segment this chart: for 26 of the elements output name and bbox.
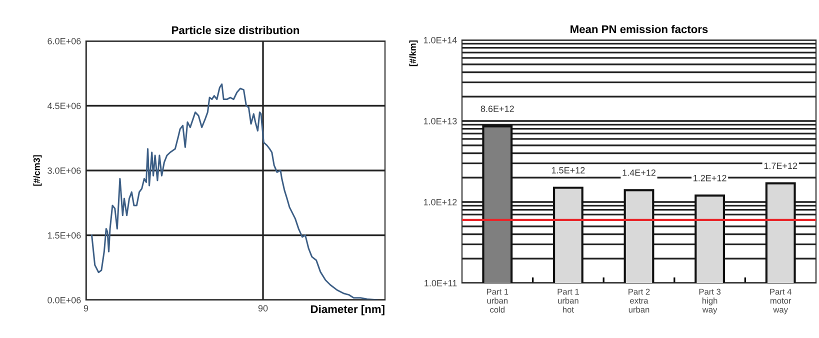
y-tick-label: 1.0E+12 xyxy=(424,198,457,206)
data-label: 8.6E+12 xyxy=(480,106,514,112)
x-tick-label: Part 3 high way xyxy=(699,288,721,314)
y-tick-label: 4.5E+06 xyxy=(47,102,81,110)
data-label: 1.4E+12 xyxy=(622,169,656,176)
y-tick-label: 1.0E+14 xyxy=(424,36,457,44)
data-label: 1.7E+12 xyxy=(764,162,798,169)
x-tick-label: 90 xyxy=(258,305,268,312)
data-label: 1.5E+12 xyxy=(552,167,585,174)
x-tick-label: Part 1 urban cold xyxy=(486,288,508,313)
y-tick-label: 1.5E+06 xyxy=(48,232,81,239)
y-tick-label: 1.0E+13 xyxy=(424,118,457,124)
y-axis-title: [#/km] xyxy=(409,40,418,66)
chart-title: Mean PN emission factors xyxy=(570,25,708,34)
x-tick-label: Part 2 extra urban xyxy=(628,288,650,313)
x-tick-label: Part 4 motor way xyxy=(770,288,792,314)
x-tick-label: 9 xyxy=(84,305,88,312)
y-tick-label: 1.0E+11 xyxy=(424,280,457,286)
x-axis-title: Diameter [nm] xyxy=(311,304,384,316)
y-axis-title: [#/cm3] xyxy=(33,155,42,186)
x-tick-label: Part 1 urban hot xyxy=(558,288,579,313)
y-tick-label: 3.0E+06 xyxy=(48,167,81,174)
chart-title: Particle size distribution xyxy=(172,26,300,34)
y-tick-label: 6.0E+06 xyxy=(48,38,81,44)
data-label: 1.2E+12 xyxy=(694,174,726,182)
y-tick-label: 0.0E+06 xyxy=(48,296,81,304)
